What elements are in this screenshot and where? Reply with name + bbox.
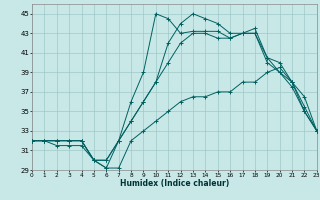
X-axis label: Humidex (Indice chaleur): Humidex (Indice chaleur)	[120, 179, 229, 188]
